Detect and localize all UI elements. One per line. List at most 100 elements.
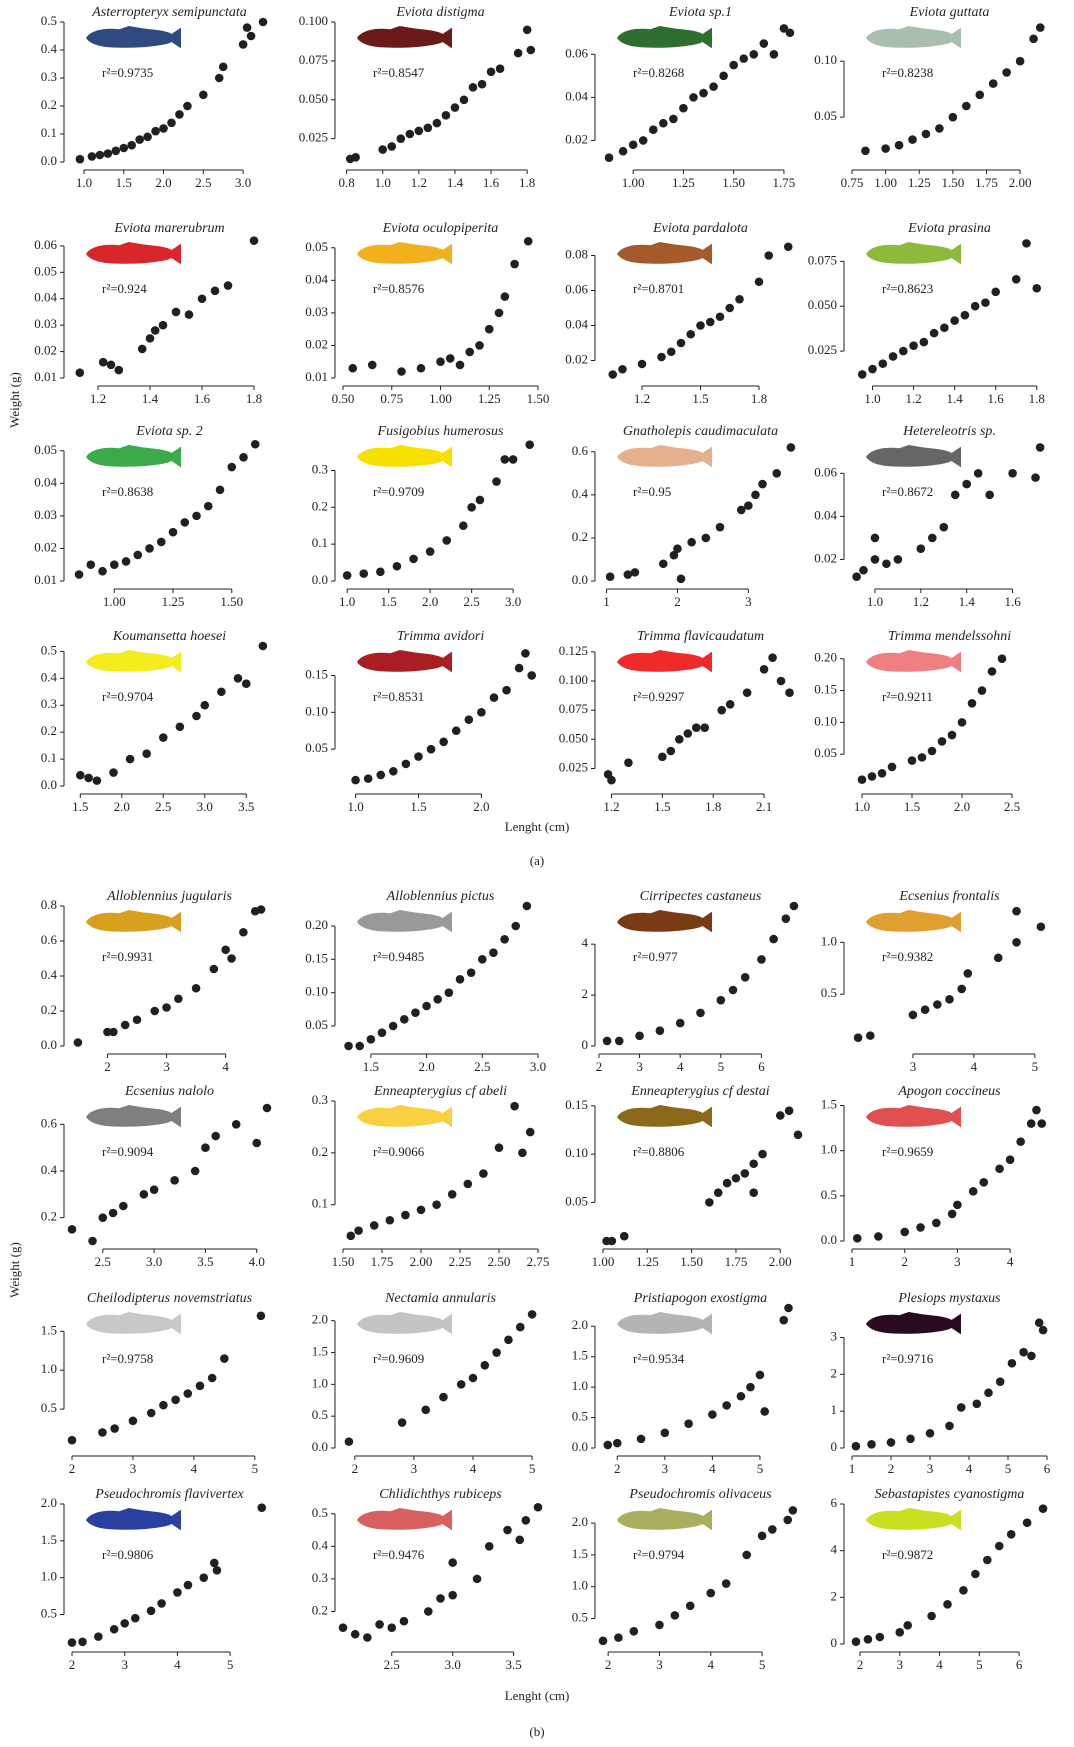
point [172,308,181,317]
panel: Eviota pardalota0.020.040.060.081.21.51.… [565,221,792,406]
panel: Asterropteryx semipunctata0.00.10.20.30.… [41,5,268,190]
x-tick-label: 1.6 [988,391,1005,406]
x-tick-label: 4 [936,1657,943,1672]
point [157,1599,166,1608]
y-tick-label: 0.2 [312,1602,328,1617]
y-tick-label: 0.08 [565,246,588,261]
point [962,102,971,111]
point [978,686,987,695]
point [344,1042,353,1051]
point [757,955,766,964]
point [631,568,640,577]
x-tick-label: 5 [759,1657,766,1672]
point [998,654,1007,663]
point [725,304,734,313]
point [908,135,917,144]
point [232,1120,241,1129]
point [477,708,486,717]
fish-silhouette [357,1508,452,1530]
point [145,544,154,553]
y-tick-label: 0.05 [34,263,57,278]
point [866,1031,875,1040]
fish-silhouette [86,242,181,264]
point [184,1581,193,1590]
point [784,242,793,251]
y-tick-label: 0.01 [305,369,328,384]
y-tick-label: 0.075 [299,52,328,67]
fish-silhouette [357,242,452,264]
x-tick-label: 1.0 [854,799,870,814]
panel-title: Eviota sp.1 [668,5,732,20]
point [699,89,708,98]
point [68,1638,77,1647]
x-tick-label: 2 [596,1059,603,1074]
y-axis-label: Weight (g) [7,1242,22,1298]
x-tick-label: 2.00 [769,1254,792,1269]
point [93,776,102,785]
x-tick-label: 3.0 [530,1059,546,1074]
point [779,1316,788,1325]
y-tick-label: 0.03 [34,316,57,331]
x-tick-label: 3.5 [238,799,254,814]
point [473,1575,482,1584]
panel: Apogon coccineus0.00.51.01.51234r²=0.965… [821,1084,1046,1269]
x-tick-label: 4 [1007,1254,1014,1269]
r-squared: r²=0.9485 [373,949,424,964]
point [192,984,201,993]
y-tick-label: 1.0 [572,1578,588,1593]
point [687,538,696,547]
x-tick-label: 4 [174,1657,181,1672]
x-tick-label: 0.75 [841,175,864,190]
point [732,1174,741,1183]
point [887,1438,896,1447]
x-tick-label: 1.8 [705,799,721,814]
point [523,902,532,911]
point [949,113,958,122]
x-tick-label: 2 [901,1254,908,1269]
fish-silhouette [86,1508,181,1530]
point [215,74,224,83]
x-tick-label: 1.00 [429,391,452,406]
panel-title: Gnatholepis caudimaculata [623,424,778,439]
x-tick-label: 2 [69,1461,76,1476]
point [783,1516,792,1525]
y-tick-label: 0.4 [41,41,58,56]
fish-silhouette [866,26,961,48]
panel: Gnatholepis caudimaculata0.00.20.40.6123… [572,424,795,609]
point [451,103,460,112]
x-tick-label: 1.00 [622,175,645,190]
point [971,302,980,311]
point [716,523,725,532]
point [963,969,972,978]
point [363,1633,372,1642]
x-tick-label: 1.25 [672,175,695,190]
point [359,569,368,578]
point [478,955,487,964]
x-tick-label: 3 [954,1254,961,1269]
x-tick-label: 3 [745,594,752,609]
x-tick-label: 2.5 [155,799,171,814]
x-tick-label: 3.0 [146,1254,162,1269]
point [257,1503,266,1512]
point [655,1621,664,1630]
r-squared: r²=0.9297 [633,689,685,704]
panel-title: Plesiops mystaxus [897,1291,1001,1306]
fish-silhouette [357,910,452,932]
x-tick-label: 1.5 [654,799,670,814]
point [933,1000,942,1009]
y-tick-label: 0.050 [559,730,588,745]
y-tick-label: 0.025 [559,759,588,774]
point [918,753,927,762]
point [448,1558,457,1567]
point [945,995,954,1004]
r-squared: r²=0.8547 [373,65,425,80]
point [433,119,442,128]
point [930,329,939,338]
point [758,1532,767,1541]
y-tick-label: 2 [582,986,589,1001]
x-tick-label: 6 [1016,1657,1023,1672]
point [364,774,373,783]
point [200,701,209,710]
panel: Eviota oculopiperita0.010.020.030.040.05… [305,221,549,406]
